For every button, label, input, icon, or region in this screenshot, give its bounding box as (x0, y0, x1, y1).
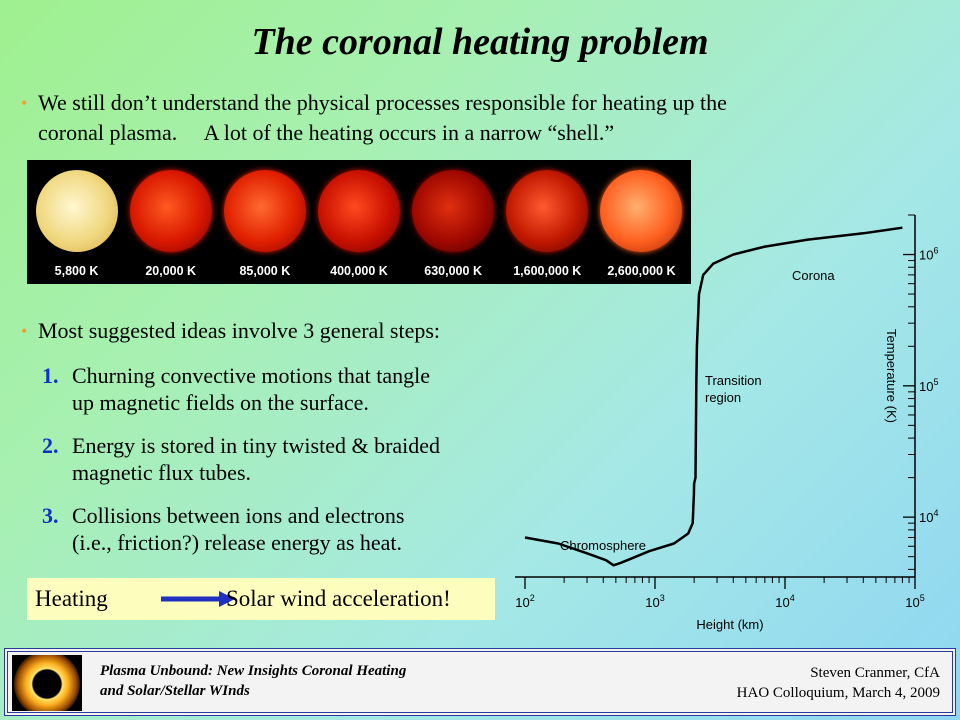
step-number: 1. (42, 363, 59, 388)
y-axis-label: Temperature (K) (884, 329, 899, 423)
footer-right-line1: Steven Cranmer, CfA (810, 665, 940, 681)
footer-left-line1: Plasma Unbound: New Insights Coronal Hea… (100, 663, 407, 679)
y-tick-label: 105 (919, 377, 938, 394)
region-annotation: Transition (705, 373, 762, 388)
sun-image: 630,000 K (408, 166, 499, 280)
step-number: 2. (42, 433, 59, 458)
sun-disc (317, 170, 400, 252)
sun-image: 20,000 K (125, 166, 216, 280)
bullet-dot-icon: • (21, 93, 28, 113)
step-line: Energy is stored in tiny twisted & braid… (72, 433, 441, 458)
sun-temperature-label: 1,600,000 K (513, 264, 582, 278)
sun-image: 85,000 K (219, 166, 310, 280)
eclipse-logo (12, 655, 82, 711)
sun-image: 1,600,000 K (502, 166, 593, 280)
sun-disc (506, 170, 589, 252)
step-item: 1. Churning convective motions that tang… (42, 362, 532, 416)
step-line: Churning convective motions that tangle (72, 363, 431, 388)
sun-image: 2,600,000 K (596, 166, 687, 280)
y-tick-label: 104 (919, 508, 938, 525)
sun-disc (35, 170, 118, 252)
region-annotation: region (705, 390, 741, 405)
steps-list: 1. Churning convective motions that tang… (42, 362, 532, 572)
x-tick-label: 105 (905, 593, 924, 610)
bullet1-line2: coronal plasma. A lot of the heating occ… (38, 120, 615, 145)
sun-image-strip: 5,800 K 20,000 K 85,000 K 400,000 K 630,000 … (27, 160, 691, 284)
temperature-curve (524, 226, 903, 567)
step-number: 3. (42, 503, 59, 528)
solar-wind-label: Solar wind acceleration! (226, 586, 451, 611)
bullet-physical-processes: • We still don’t understand the physical… (21, 88, 918, 148)
footer-speaker-info: Steven Cranmer, CfA HAO Colloquium, Marc… (737, 663, 940, 703)
step-item: 3. Collisions between ions and electrons… (42, 502, 532, 556)
step-line: up magnetic fields on the surface. (72, 390, 369, 415)
heating-label: Heating (35, 586, 108, 611)
bullet1-line1: We still don’t understand the physical p… (38, 90, 727, 115)
x-tick-label: 103 (645, 593, 664, 610)
sun-temperature-label: 630,000 K (424, 264, 482, 278)
x-axis-label: Height (km) (696, 617, 763, 632)
footer-right-line2: HAO Colloquium, March 4, 2009 (736, 685, 940, 701)
step-line: (i.e., friction?) release energy as heat… (72, 530, 403, 555)
sun-disc (223, 170, 306, 252)
x-tick-label: 104 (775, 593, 794, 610)
footer-talk-title: Plasma Unbound: New Insights Coronal Hea… (100, 661, 406, 701)
footer-bar: Plasma Unbound: New Insights Coronal Hea… (4, 648, 956, 716)
sun-disc (412, 170, 495, 252)
step-item: 2. Energy is stored in tiny twisted & br… (42, 432, 532, 486)
bullet2-text: Most suggested ideas involve 3 general s… (38, 318, 441, 343)
sun-image: 5,800 K (31, 166, 122, 280)
sun-disc (600, 170, 683, 252)
bullet-dot-icon: • (21, 321, 28, 341)
sun-temperature-label: 400,000 K (330, 264, 388, 278)
region-annotation: Chromosphere (560, 538, 646, 553)
sun-temperature-label: 2,600,000 K (607, 264, 676, 278)
sun-temperature-label: 20,000 K (145, 264, 197, 278)
sun-temperature-label: 5,800 K (54, 264, 99, 278)
sun-image: 400,000 K (313, 166, 404, 280)
heating-callout-box: Heating Solar wind acceleration! (27, 578, 495, 620)
temperature-height-chart: 102 103 104 105 104 105 106 Height (km) Temperat… (515, 214, 938, 632)
sun-temperature-label: 85,000 K (239, 264, 291, 278)
step-line: magnetic flux tubes. (72, 460, 252, 485)
footer-left-line2: and Solar/Stellar WInds (100, 683, 250, 699)
x-tick-label: 102 (515, 593, 534, 610)
right-arrow-icon (161, 591, 235, 607)
slide-title: The coronal heating problem (251, 21, 709, 63)
region-annotation: Corona (792, 268, 835, 283)
bullet-general-steps: • Most suggested ideas involve 3 general… (21, 316, 558, 346)
step-line: Collisions between ions and electrons (72, 503, 405, 528)
sun-disc (129, 170, 212, 252)
y-tick-label: 106 (919, 246, 938, 263)
